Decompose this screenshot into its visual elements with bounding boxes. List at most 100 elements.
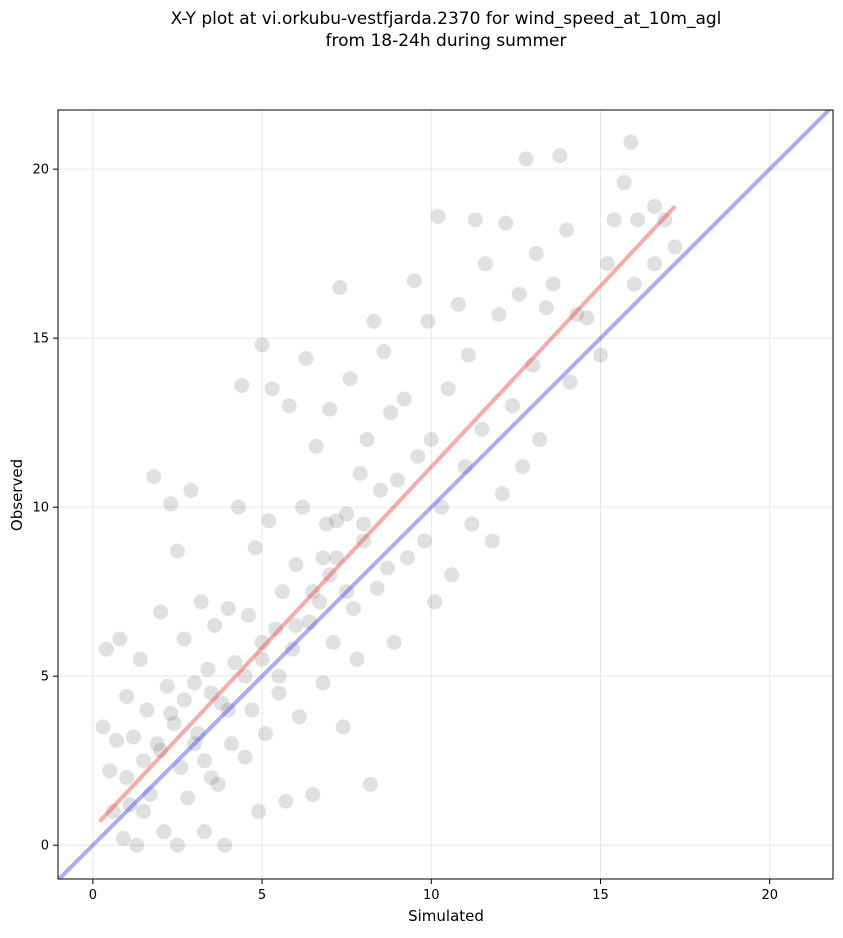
scatter-point — [220, 702, 236, 718]
scatter-point — [119, 688, 135, 704]
scatter-point — [430, 208, 446, 224]
scatter-point — [484, 533, 500, 549]
scatter-point — [183, 482, 199, 498]
scatter-point — [335, 719, 351, 735]
scatter-point — [406, 273, 422, 289]
x-tick-label: 0 — [89, 888, 97, 903]
scatter-point — [224, 736, 240, 752]
scatter-point — [362, 776, 378, 792]
scatter-point — [186, 675, 202, 691]
scatter-point — [494, 486, 510, 502]
x-tick-label: 5 — [258, 888, 266, 903]
scatter-point — [305, 786, 321, 802]
scatter-point — [322, 567, 338, 583]
scatter-point — [146, 469, 162, 485]
scatter-point — [257, 726, 273, 742]
scatter-point — [396, 391, 412, 407]
scatter-point — [312, 594, 328, 610]
scatter-point — [329, 550, 345, 566]
scatter-point — [552, 148, 568, 164]
scatter-point — [545, 276, 561, 292]
scatter-point — [244, 702, 260, 718]
scatter-point — [186, 736, 202, 752]
scatter-point — [176, 631, 192, 647]
scatter-point — [427, 594, 443, 610]
x-tick-label: 15 — [592, 888, 609, 903]
scatter-point — [647, 256, 663, 272]
scatter-point — [339, 584, 355, 600]
scatter-point — [616, 175, 632, 191]
scatter-point — [322, 401, 338, 417]
scatter-point — [203, 685, 219, 701]
scatter-point — [528, 246, 544, 262]
scatter-point — [142, 786, 158, 802]
x-tick-label: 20 — [761, 888, 778, 903]
scatter-point — [325, 634, 341, 650]
scatter-point — [569, 307, 585, 323]
scatter-point — [285, 641, 301, 657]
scatter-point — [647, 198, 663, 214]
scatter-point — [345, 601, 361, 617]
scatter-point — [474, 421, 490, 437]
scatter-point — [305, 584, 321, 600]
scatter-point — [102, 763, 118, 779]
scatter-point — [383, 405, 399, 421]
scatter-point — [115, 830, 131, 846]
scatter-point — [190, 726, 206, 742]
scatter-point — [156, 824, 172, 840]
scatter-point — [159, 678, 175, 694]
scatter-point — [136, 803, 152, 819]
scatter-point — [200, 661, 216, 677]
scatter-point — [400, 550, 416, 566]
scatter-point — [139, 702, 155, 718]
scatter-point — [457, 459, 473, 475]
scatter-point — [95, 719, 111, 735]
scatter-point — [109, 732, 125, 748]
scatter-point — [511, 286, 527, 302]
x-axis-label: Simulated — [408, 907, 484, 925]
scatter-point — [210, 776, 226, 792]
scatter-point — [606, 212, 622, 228]
scatter-point — [197, 824, 213, 840]
scatter-point — [626, 276, 642, 292]
scatter-point — [423, 432, 439, 448]
scatter-point — [342, 371, 358, 387]
scatter-point — [153, 604, 169, 620]
scatter-point — [230, 499, 246, 515]
scatter-point — [169, 837, 185, 853]
scatter-point — [125, 729, 141, 745]
scatter-point — [254, 337, 270, 353]
scatter-point — [291, 709, 307, 725]
scatter-point — [356, 533, 372, 549]
scatter-point — [261, 513, 277, 529]
scatter-point — [410, 448, 426, 464]
scatter-point — [295, 499, 311, 515]
scatter-point — [308, 438, 324, 454]
scatter-point — [298, 350, 314, 366]
scatter-point — [593, 347, 608, 363]
y-tick-label: 20 — [32, 163, 49, 178]
scatter-point — [315, 675, 331, 691]
plot-area — [58, 110, 832, 879]
axes-frame — [57, 109, 834, 880]
scatter-point — [234, 377, 250, 393]
scatter-point — [579, 310, 595, 326]
scatter-point — [417, 533, 433, 549]
scatter-point — [667, 239, 683, 255]
scatter-point — [315, 550, 331, 566]
scatter-point — [461, 347, 477, 363]
scatter-point — [433, 499, 449, 515]
scatter-point — [505, 398, 521, 414]
scatter-point — [389, 472, 405, 488]
scatter-point — [203, 770, 219, 786]
scatter-point — [349, 651, 365, 667]
scatter-point — [562, 374, 578, 390]
fit-line — [98, 204, 677, 823]
scatter-point — [491, 307, 507, 323]
scatter-point — [169, 543, 185, 559]
scatter-point — [247, 540, 263, 556]
scatter-point — [173, 759, 189, 775]
scatter-point — [301, 614, 317, 630]
scatter-point — [359, 432, 375, 448]
